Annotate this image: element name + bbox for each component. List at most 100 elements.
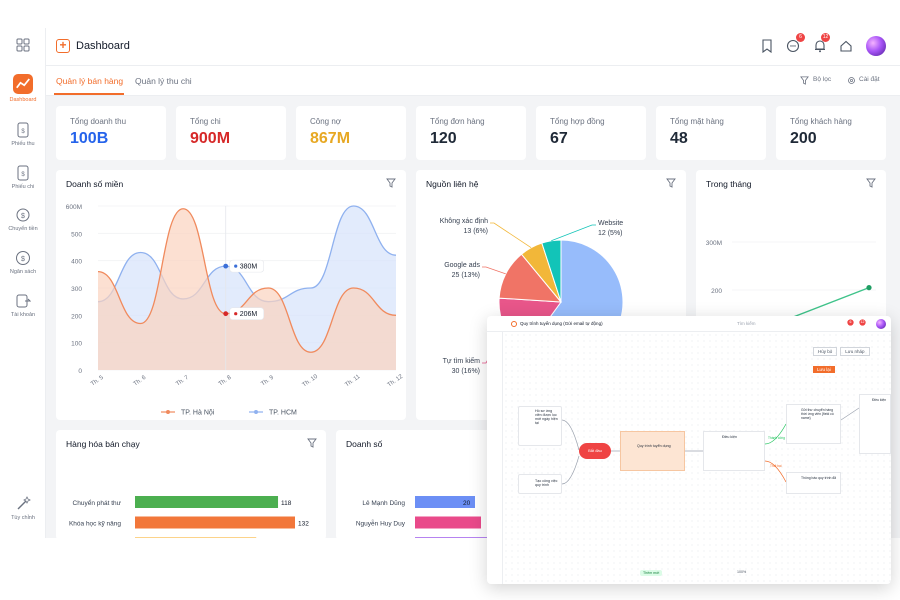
sidebar-item-label: Ngân sách bbox=[9, 269, 37, 275]
home-icon[interactable] bbox=[839, 39, 853, 53]
settings-button[interactable]: Cài đặt bbox=[859, 76, 880, 83]
stat-value: 48 bbox=[670, 130, 688, 147]
bar bbox=[415, 516, 481, 529]
avatar[interactable] bbox=[866, 36, 886, 56]
legend-label: TP. HCM bbox=[269, 410, 297, 417]
sidebar-item-transfer[interactable]: $ Chuyển tiền bbox=[3, 207, 43, 232]
save-draft-button[interactable]: Lưu nháp bbox=[840, 347, 870, 356]
filter-icon[interactable] bbox=[866, 178, 876, 188]
stat-card[interactable]: Công nợ 867M bbox=[296, 106, 406, 160]
stat-value: 120 bbox=[430, 130, 457, 147]
x-tick-label: Th. 8 bbox=[218, 374, 233, 387]
workflow-connectors bbox=[561, 407, 860, 485]
sidebar-item-customize[interactable]: Tùy chỉnh bbox=[3, 496, 43, 521]
tooltip-box bbox=[229, 307, 265, 320]
transfer-icon: $ bbox=[16, 208, 30, 222]
messages-badge: 6 bbox=[796, 33, 805, 42]
far-condition-node[interactable]: Điều kiện bbox=[859, 394, 891, 454]
cancel-button[interactable]: Hủy bỏ bbox=[813, 347, 838, 356]
series-line-hcm bbox=[97, 205, 397, 303]
sidebar: Dashboard $ Phiếu thu $ Phiếu chi $ Chuy… bbox=[0, 28, 46, 538]
x-tick-label: Th. 6 bbox=[133, 374, 148, 387]
far-node-label: Điều kiện bbox=[872, 398, 887, 402]
notify-node[interactable]: Thông báo quy trình đã bbox=[786, 472, 841, 494]
process-node[interactable]: Quy trình tuyển dụng bbox=[620, 431, 685, 471]
stat-value: 100B bbox=[70, 130, 109, 147]
filter-icon[interactable] bbox=[386, 178, 396, 188]
bookmark-icon[interactable] bbox=[760, 39, 774, 53]
tab-finance-management[interactable]: Quản lý thu chi bbox=[135, 76, 192, 86]
receipt-out-icon: $ bbox=[17, 165, 29, 181]
stat-card[interactable]: Tổng khách hàng 200 bbox=[776, 106, 886, 160]
stat-value: 900M bbox=[190, 130, 231, 147]
start-node[interactable]: Hồ sơ ứng viên được lọc mới ngày hiện tạ… bbox=[518, 406, 562, 446]
condition-node-label: Điều kiện bbox=[722, 435, 737, 439]
tab-sales-management[interactable]: Quản lý bán hàng bbox=[56, 76, 124, 86]
notify-node-label: Thông báo quy trình đã bbox=[801, 476, 837, 480]
stat-label: Tổng mặt hàng bbox=[670, 117, 724, 126]
chat-icon[interactable] bbox=[786, 39, 800, 53]
sidebar-item-dashboard[interactable]: Dashboard bbox=[3, 74, 43, 103]
sidebar-item-label: Chuyển tiền bbox=[8, 226, 38, 232]
bar-category-label: Lê Mạnh Dũng bbox=[362, 500, 405, 507]
add-new-button[interactable]: Thêm mới bbox=[640, 570, 663, 576]
send-email-node-label: Gửi thư chuyển hàng thời ứng viên {field… bbox=[801, 408, 834, 420]
magic-wand-icon bbox=[17, 496, 31, 510]
trigger-node[interactable]: Bắt đầu bbox=[579, 443, 611, 459]
stat-label: Tổng chi bbox=[190, 117, 221, 126]
bar-value-label: 132 bbox=[298, 521, 309, 528]
sidebar-item-account[interactable]: Tài khoản bbox=[3, 293, 43, 318]
stat-label: Tổng hợp đồng bbox=[550, 117, 605, 126]
y-tick-label: 600M bbox=[66, 204, 82, 211]
workflow-icon bbox=[511, 321, 517, 327]
svg-text:$: $ bbox=[21, 129, 25, 135]
data-point bbox=[866, 285, 872, 291]
pie-leader-line bbox=[551, 224, 596, 242]
stat-card[interactable]: Tổng đơn hàng 120 bbox=[416, 106, 526, 160]
task-node[interactable]: Tạo công việc quy trình bbox=[518, 474, 562, 494]
editor-title: Quy trình tuyển dụng (Gửi email tự động) bbox=[520, 321, 603, 326]
pie-count: 30 (16%) bbox=[452, 368, 480, 375]
plus-icon[interactable]: + bbox=[56, 39, 70, 53]
stat-card[interactable]: Tổng hợp đồng 67 bbox=[536, 106, 646, 160]
stat-value: 200 bbox=[790, 130, 817, 147]
editor-badge: 6 bbox=[847, 319, 854, 326]
save-button[interactable]: Lưu lại bbox=[813, 366, 835, 373]
process-node-label: Quy trình tuyển dụng bbox=[637, 444, 671, 448]
stat-card[interactable]: Tổng chi 900M bbox=[176, 106, 286, 160]
sidebar-item-budget[interactable]: $ Ngân sách bbox=[3, 250, 43, 275]
x-tick-label: Th. 11 bbox=[344, 374, 362, 389]
condition-node[interactable]: Điều kiện bbox=[703, 431, 765, 471]
x-tick-label: Th. 9 bbox=[260, 374, 275, 387]
gear-icon[interactable] bbox=[847, 76, 856, 85]
region-sales-card: Doanh số miền 0 100 200 300 400 500 600M Th. 5 T… bbox=[56, 170, 406, 420]
svg-text:$: $ bbox=[21, 256, 25, 263]
filter-icon[interactable] bbox=[666, 178, 676, 188]
bell-icon[interactable] bbox=[813, 39, 827, 53]
filter-icon[interactable] bbox=[307, 438, 317, 448]
y-tick-label: 200 bbox=[711, 288, 722, 295]
editor-search[interactable]: Tìm kiếm bbox=[737, 321, 756, 326]
stat-card[interactable]: Tổng mặt hàng 48 bbox=[656, 106, 766, 160]
editor-sidebar bbox=[487, 332, 503, 584]
filter-button[interactable]: Bộ lọc bbox=[813, 76, 832, 83]
sidebar-item-receipt-in[interactable]: $ Phiếu thu bbox=[3, 122, 43, 147]
apps-grid-icon[interactable] bbox=[16, 38, 30, 52]
bar bbox=[415, 496, 475, 508]
pie-label: Không xác định bbox=[440, 218, 488, 225]
workflow-editor-window: Quy trình tuyển dụng (Gửi email tự động)… bbox=[487, 316, 891, 584]
task-node-label: Tạo công việc quy trình bbox=[535, 479, 558, 487]
receipt-in-icon: $ bbox=[17, 122, 29, 138]
stat-card[interactable]: Tổng doanh thu 100B bbox=[56, 106, 166, 160]
send-email-node[interactable]: Gửi thư chuyển hàng thời ứng viên {field… bbox=[786, 404, 841, 444]
zoom-level[interactable]: 100% bbox=[737, 570, 747, 574]
filter-icon[interactable] bbox=[800, 76, 809, 85]
bar-value-label: 118 bbox=[281, 500, 292, 507]
tooltip-dot bbox=[234, 312, 238, 316]
pie-count: 13 (6%) bbox=[463, 228, 488, 235]
bar-category-label: Nguyễn Huy Duy bbox=[356, 519, 406, 528]
sidebar-item-receipt-out[interactable]: $ Phiếu chi bbox=[3, 165, 43, 190]
legend-marker bbox=[166, 410, 170, 414]
avatar[interactable] bbox=[876, 319, 886, 329]
